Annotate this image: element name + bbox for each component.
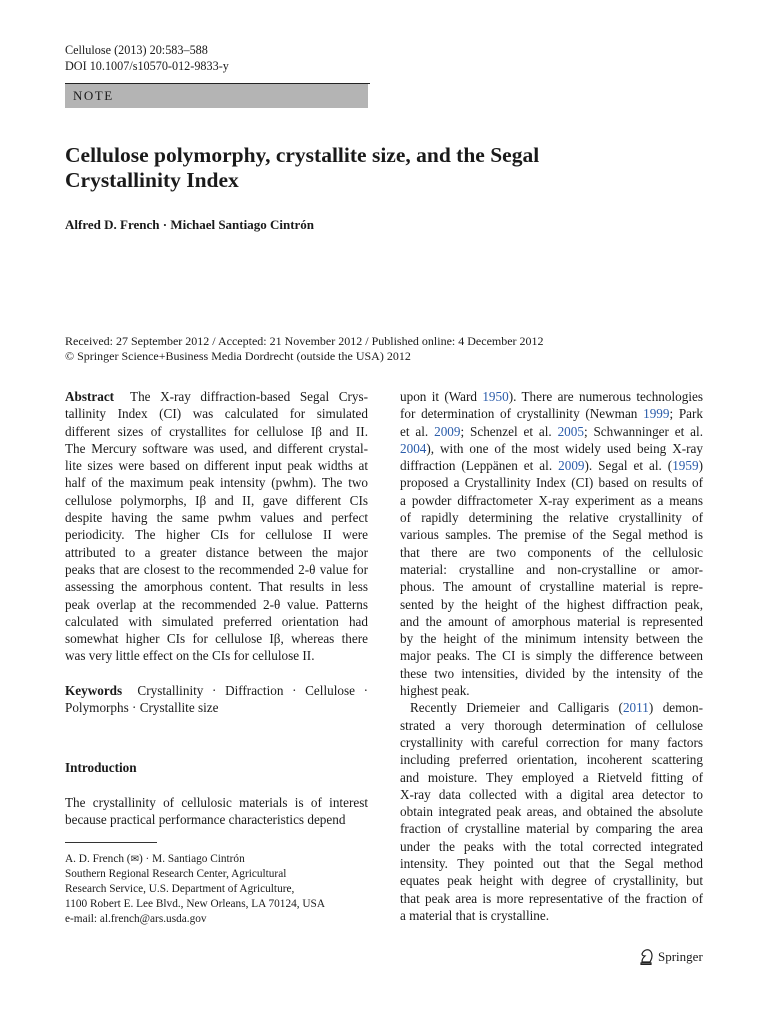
text-line: proposed a Crystallinity Index (CI) base… [400,475,703,491]
text-line: half of the maximum peak intensity (pwhm… [65,475,368,491]
envelope-icon[interactable]: ✉ [130,854,139,865]
email[interactable]: e-mail: al.french@ars.usda.gov [65,913,207,925]
introduction-right: upon it (Ward 1950). There are numerous … [400,388,703,924]
text-line: equates peak height with degree of cryst… [400,873,703,889]
citation-link[interactable]: 1959 [672,458,699,474]
text-line: The crystallinity of cellulosic material… [65,795,368,810]
introduction-left: The crystallinity of cellulosic material… [65,794,368,829]
text-line: et al. 2009; Schenzel et al. 2005; Schwa… [400,423,703,439]
affiliation-line: 1100 Robert E. Lee Blvd., New Orleans, L… [65,898,325,910]
text-line: different sizes of crystallites for cell… [65,423,368,439]
section-label: Abstract [65,389,115,404]
text-line: a powder diffractometer X-ray experiment… [400,492,703,508]
authors: Alfred D. French · Michael Santiago Cint… [65,217,315,232]
text-line: calculated with simulated preferred orie… [65,613,368,629]
text-line: peak overlap at the recommended 2-θ valu… [65,596,368,612]
text-line: and the amount of amorphous material is … [400,613,703,629]
text-line: including preferred orientation, incoher… [400,752,703,768]
text-line: The Mercury software was used, and diffe… [65,440,368,456]
text-line: obtain integrated peak areas, and obtain… [400,804,703,820]
header-rule [65,83,370,84]
text-line: crystallinity with careful correction fo… [400,734,703,750]
text-line: of rapidly determining the relative crys… [400,510,703,526]
text-line: peaks that are closest to the recommende… [65,561,368,577]
author-affiliation: A. D. French (✉) · M. Santiago Cintrón S… [65,852,368,927]
article-type-band: NOTE [65,84,368,108]
dates: Received: 27 September 2012 / Accepted: … [65,334,544,348]
citation-link[interactable]: 2004 [400,440,427,456]
text-line: Recently Driemeier and Calligaris (2011)… [410,700,703,716]
author-name: M. Santiago Cintrón [152,853,245,865]
title-line: Crystallinity Index [65,168,239,192]
citation-link[interactable]: 2009 [434,423,461,439]
text-line: these two intensities, divided by the in… [400,665,703,681]
text-line: Keywords Crystallinity · Diffraction · C… [65,683,369,698]
text-line: major peaks. The CI is simply the differ… [400,648,703,664]
text-line: a material that is crystalline. [400,907,550,923]
text-line: was very little effect on the CIs for ce… [65,648,315,664]
text-line: cellulose polymorphs, Iβ and II, gave di… [65,492,368,508]
text-line: that there are two components of the cel… [400,544,703,560]
title-line: Cellulose polymorphy, crystallite size, … [65,143,540,167]
text-line: 2004), with one of the most widely used … [400,440,703,456]
paper-title: Cellulose polymorphy, crystallite size, … [65,143,705,193]
citation-link[interactable]: 2011 [622,700,649,716]
text-line: for determination of crystallinity (Newm… [400,406,704,422]
text-line: material: crystalline and non-crystallin… [400,561,703,577]
text-line: assessing the amorphous content. That re… [65,579,368,595]
text-line: Polymorphs · Crystallite size [65,700,219,716]
article-type: NOTE [73,88,114,103]
copyright: © Springer Science+Business Media Dordre… [65,349,411,363]
doi: DOI 10.1007/s10570-012-9833-y [65,59,229,73]
publication-history: Received: 27 September 2012 / Accepted: … [65,334,544,364]
author-name: A. D. French [65,853,124,865]
text-line: upon it (Ward 1950). There are numerous … [400,389,703,404]
text-line: that peak area is more representative of… [400,890,703,906]
text-line: X-ray data collected with a digital area… [400,786,703,802]
affiliation-line: Research Service, U.S. Department of Agr… [65,883,295,895]
text-line: somewhat higher CIs for cellulose Iβ, wh… [65,631,368,647]
text-line: attributed to a greater distance between… [65,544,368,560]
text-line: periodicity. The higher CIs for cellulos… [65,527,368,543]
text-line: under the peaks with the total corrected… [400,838,703,854]
text-line: because practical performance characteri… [65,812,346,828]
text-line: lite sizes were based on different input… [65,458,368,474]
text-line: tallinity Index (CI) was calculated for … [65,406,368,422]
springer-knight-icon [640,949,653,965]
citation-link[interactable]: 2005 [557,423,584,439]
text-line: strated a very thorough determination of… [400,717,703,733]
text-line: various samples. The premise of the Sega… [400,527,703,543]
text-line: phous. The amount of crystalline materia… [400,579,703,595]
citation-link[interactable]: 1950 [482,389,509,404]
abstract: Abstract The X-ray diffraction-based Seg… [65,388,368,665]
keywords: Keywords Crystallinity · Diffraction · C… [65,682,368,717]
text-line: diffraction (Leppänen et al. 2009). Sega… [400,458,703,474]
text-line: intensity. They pointed out that the Seg… [400,856,703,872]
footnote-rule [65,842,157,843]
section-heading-introduction: Introduction [65,760,137,775]
publisher-logo: Springer [638,948,703,965]
text-line: despite having the same pwhm values and … [65,510,368,526]
citation-link[interactable]: 1999 [643,406,670,422]
affiliation-line: Southern Regional Research Center, Agric… [65,868,287,880]
text-line: Abstract The X-ray diffraction-based Seg… [65,389,368,404]
section-label: Keywords [65,683,123,698]
citation-link[interactable]: 2009 [558,458,585,474]
journal-citation: Cellulose (2013) 20:583–588 [65,43,208,57]
text-line: fraction of crystalline material by comp… [400,821,703,837]
text-line: and moisture. They employed a Rietveld f… [400,769,703,785]
text-line: highest peak. [400,683,470,699]
text-line: sented by the height of the highest diff… [400,596,703,612]
publisher-name: Springer [658,948,703,964]
text-line: by the height of the minimum intensity b… [400,631,703,647]
